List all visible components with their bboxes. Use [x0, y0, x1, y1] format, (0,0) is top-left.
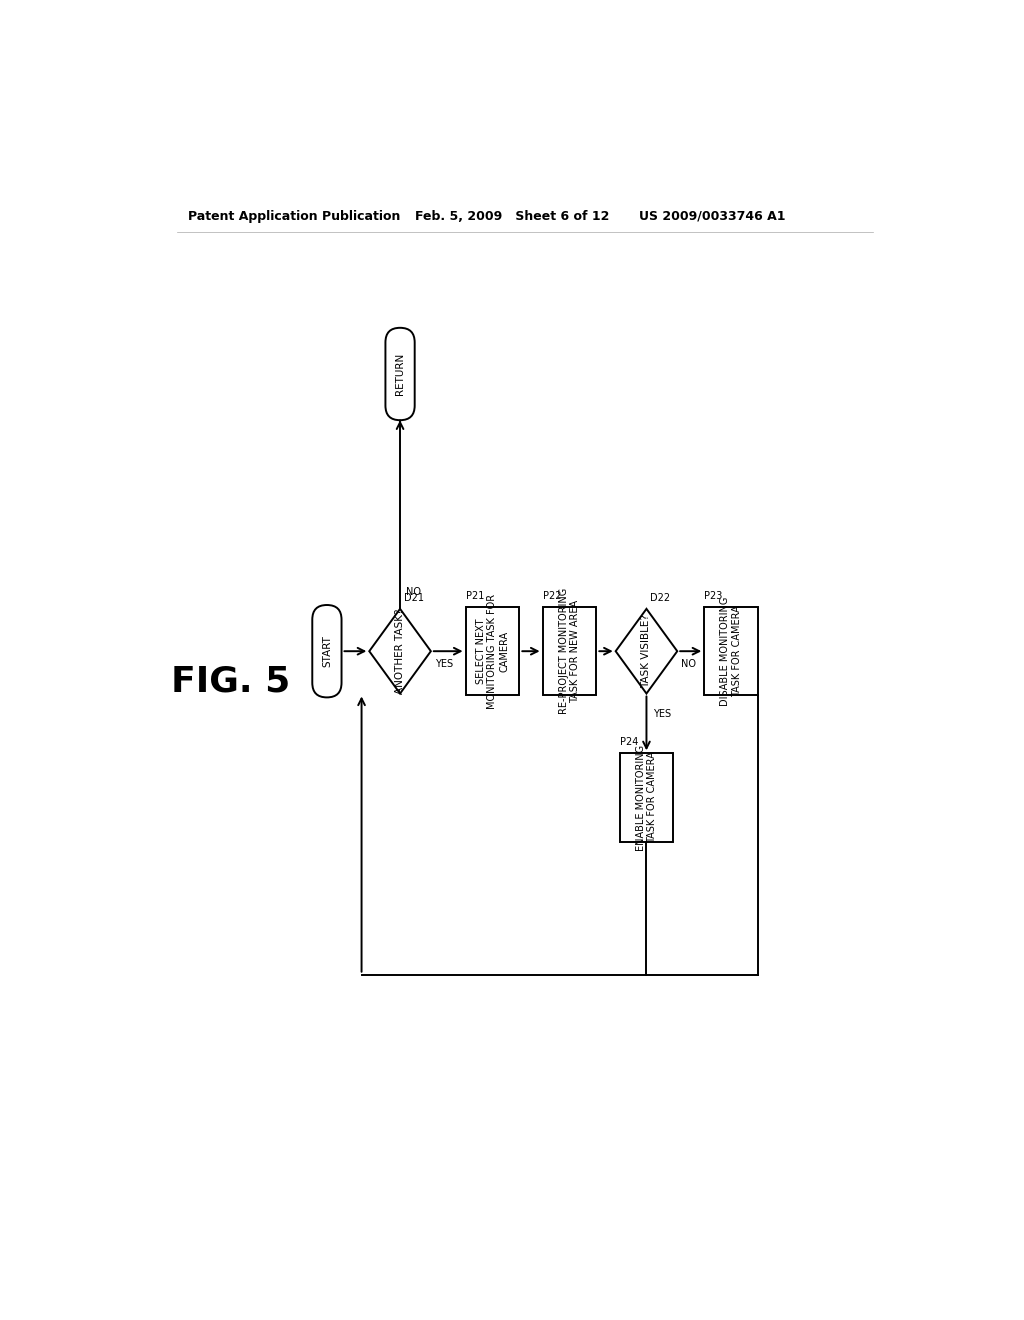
Text: DISABLE MONITORING
TASK FOR CAMERA: DISABLE MONITORING TASK FOR CAMERA — [720, 597, 742, 706]
Text: TASK VISIBLE?: TASK VISIBLE? — [641, 614, 651, 688]
Bar — [705, 607, 758, 696]
Bar — [466, 607, 519, 696]
Text: FIG. 5: FIG. 5 — [171, 665, 290, 700]
Bar — [620, 754, 674, 842]
Text: Feb. 5, 2009   Sheet 6 of 12: Feb. 5, 2009 Sheet 6 of 12 — [416, 210, 610, 223]
Text: P21: P21 — [466, 591, 484, 601]
Text: NO: NO — [681, 659, 696, 669]
Text: US 2009/0033746 A1: US 2009/0033746 A1 — [639, 210, 785, 223]
Text: D21: D21 — [403, 593, 424, 603]
Bar — [543, 607, 596, 696]
Text: NO: NO — [407, 587, 421, 598]
FancyBboxPatch shape — [312, 605, 342, 697]
Text: START: START — [322, 635, 332, 667]
Text: SELECT NEXT
MONITORING TASK FOR
CAMERA: SELECT NEXT MONITORING TASK FOR CAMERA — [476, 594, 509, 709]
Text: ENABLE MONITORING
TASK FOR CAMERA: ENABLE MONITORING TASK FOR CAMERA — [636, 744, 657, 850]
Polygon shape — [370, 609, 431, 693]
Text: P22: P22 — [543, 591, 561, 601]
Text: RETURN: RETURN — [395, 352, 406, 395]
Text: YES: YES — [435, 659, 453, 669]
Text: P23: P23 — [705, 591, 723, 601]
Text: RE-PROJECT MONITORING
TASK FOR NEW AREA: RE-PROJECT MONITORING TASK FOR NEW AREA — [559, 589, 581, 714]
FancyBboxPatch shape — [385, 327, 415, 420]
Text: YES: YES — [652, 709, 671, 719]
Text: P24: P24 — [620, 737, 638, 747]
Text: ANOTHER TASK?: ANOTHER TASK? — [395, 609, 406, 694]
Polygon shape — [615, 609, 677, 693]
Text: Patent Application Publication: Patent Application Publication — [188, 210, 400, 223]
Text: D22: D22 — [650, 593, 671, 603]
